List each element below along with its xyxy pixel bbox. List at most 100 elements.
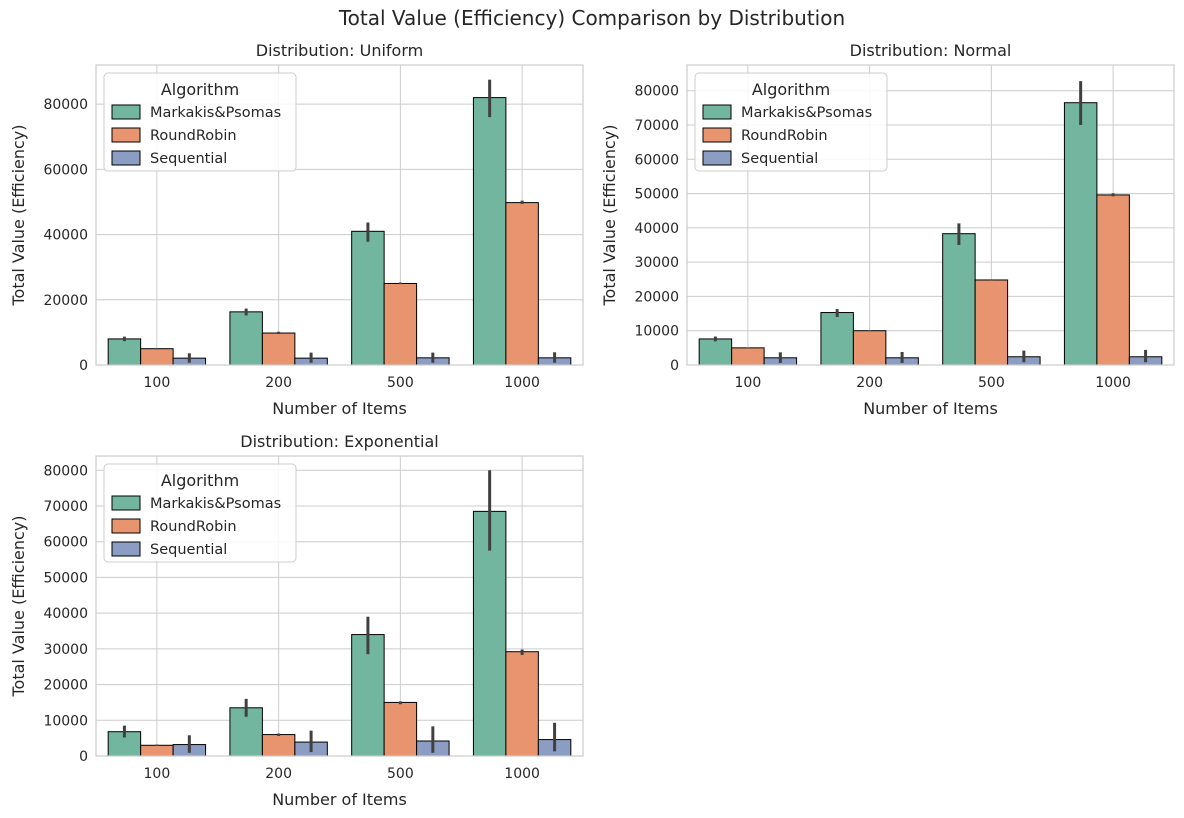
bar [261,332,296,366]
legend-swatch [111,518,141,534]
bar [505,651,539,757]
legend: Algorithm Markakis&Psomas RoundRobin Sequen… [103,72,297,172]
y-tick-label: 20000 [634,289,679,305]
y-axis-label: Total Value (Efficiency) [600,124,619,306]
legend-box [103,72,297,172]
y-tick-label: 40000 [43,228,88,244]
bar [472,510,507,757]
x-tick-label: 500 [387,766,414,782]
bar [383,282,418,366]
x-axis-label: Number of Items [272,790,407,809]
legend-swatch [111,127,141,143]
x-tick-label: 1000 [1095,375,1131,391]
y-tick-label: 20000 [43,678,88,694]
legend-label: Markakis&Psomas [150,496,281,512]
y-tick-label: 80000 [43,463,88,479]
bar [140,744,174,757]
bar [383,701,418,757]
y-tick-label: 80000 [43,97,88,113]
y-tick-label: 10000 [634,324,679,340]
legend-swatch [111,541,141,557]
y-axis-label: Total Value (Efficiency) [9,124,28,306]
y-tick-label: 50000 [634,187,679,203]
bar [351,634,385,757]
y-tick-label: 40000 [43,606,88,622]
x-tick-label: 100 [144,375,171,391]
bar [852,330,887,366]
bar [974,279,1009,366]
y-tick-label: 70000 [634,118,679,134]
legend-label: Sequential [150,151,227,167]
bar [472,97,507,366]
plot-frame [95,455,584,757]
legend: Algorithm Markakis&Psomas RoundRobin Sequen… [103,463,297,563]
y-tick-label: 20000 [43,293,88,309]
plot-frame [95,64,584,366]
y-tick-label: 0 [79,749,88,765]
legend-label: Sequential [150,542,227,558]
legend-label: Markakis&Psomas [150,105,281,121]
legend-label: RoundRobin [741,128,828,144]
legend-title: Algorithm [161,471,239,490]
legend-swatch [702,104,732,120]
legend-label: RoundRobin [150,519,237,535]
legend-swatch [111,495,141,511]
y-axis-label: Total Value (Efficiency) [9,515,28,697]
legend-label: Markakis&Psomas [741,105,872,121]
chart-panel-1: 0 20000 40000 60000 80000 100 200 500 1000 Distri… [9,41,584,418]
y-tick-label: 70000 [43,499,88,515]
y-tick-label: 60000 [43,162,88,178]
panel-title: Distribution: Exponential [240,432,438,451]
x-tick-label: 100 [735,375,762,391]
bar [731,347,765,366]
x-tick-label: 200 [265,766,292,782]
legend-swatch [702,127,732,143]
x-axis-label: Number of Items [863,399,998,418]
legend-title: Algorithm [752,80,830,99]
legend-label: RoundRobin [150,128,237,144]
y-tick-label: 60000 [43,535,88,551]
bar [1063,102,1098,366]
x-tick-label: 1000 [504,766,540,782]
x-tick-label: 200 [265,375,292,391]
y-tick-label: 0 [670,358,679,374]
bar [140,348,174,366]
legend-box [694,72,888,172]
y-tick-label: 50000 [43,570,88,586]
legend-title: Algorithm [161,80,239,99]
y-tick-label: 10000 [43,713,88,729]
legend-box [103,463,297,563]
y-tick-label: 80000 [634,84,679,100]
panel-title: Distribution: Uniform [256,41,423,60]
y-tick-label: 30000 [634,255,679,271]
chart-panel-2: 0 10000 20000 30000 40000 50000 60000 70000 8000… [600,41,1175,418]
bar [698,338,733,366]
bar [505,202,539,366]
y-tick-label: 60000 [634,152,679,168]
bar [1096,194,1130,366]
x-tick-label: 100 [144,766,171,782]
legend: Algorithm Markakis&Psomas RoundRobin Sequen… [694,72,888,172]
bar [107,338,142,366]
legend-swatch [111,104,141,120]
legend-swatch [702,150,732,166]
bar [820,312,854,366]
y-tick-label: 40000 [634,221,679,237]
y-tick-label: 0 [79,358,88,374]
x-tick-label: 1000 [504,375,540,391]
bar [229,311,263,366]
x-tick-label: 200 [856,375,883,391]
legend-label: Sequential [741,151,818,167]
x-tick-label: 500 [387,375,414,391]
bar [942,233,976,366]
figure-title: Total Value (Efficiency) Comparison by D… [338,6,846,30]
chart-panel-3: 0 10000 20000 30000 40000 50000 60000 70000 8000… [9,432,584,809]
bar [351,230,385,366]
plot-frame [686,64,1175,366]
y-tick-label: 30000 [43,642,88,658]
x-tick-label: 500 [978,375,1005,391]
panel-title: Distribution: Normal [850,41,1012,60]
bar [261,734,296,757]
legend-swatch [111,150,141,166]
